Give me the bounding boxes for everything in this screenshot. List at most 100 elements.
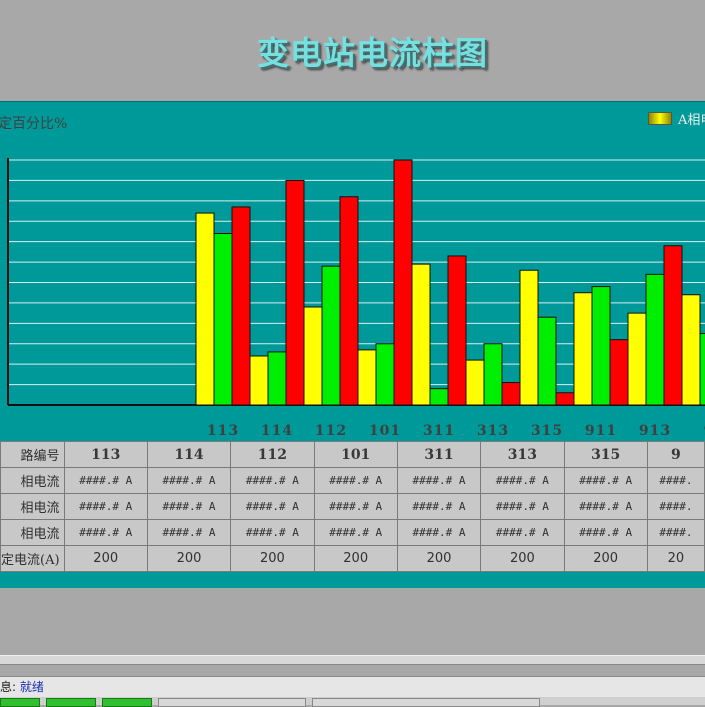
bar — [447, 255, 467, 406]
current-table: 路编号 113 114 112 101 311 313 315 9 相电流 ####.# A ####… — [0, 441, 705, 572]
column-header: 9 — [646, 441, 705, 468]
table-cell: ####. — [646, 493, 705, 520]
bar — [357, 349, 377, 406]
table-cell: ####.# A — [63, 467, 148, 494]
table-cell: ####.# A — [146, 493, 232, 520]
column-header: 311 — [396, 441, 482, 468]
table-cell: ####. — [646, 519, 705, 546]
table-cell: 200 — [313, 545, 398, 572]
table-cell: ####.# A — [63, 519, 148, 546]
bar — [519, 269, 539, 406]
page-title: 变电站电流柱图 — [256, 34, 488, 72]
bar — [573, 292, 593, 406]
table-cell: ####.# A — [480, 519, 565, 546]
bar — [591, 286, 611, 406]
legend: A相电 — [648, 109, 705, 128]
table-cell: ####.# A — [230, 467, 315, 494]
taskbar-button[interactable] — [46, 698, 96, 707]
table-cell: 20 — [646, 545, 705, 572]
column-header: 315 — [563, 441, 648, 468]
bar — [501, 382, 521, 406]
taskbar-field — [158, 698, 306, 707]
bar — [627, 312, 647, 406]
bar — [393, 159, 413, 406]
table-cell: 200 — [480, 545, 565, 572]
table-header-label: 路编号 — [0, 441, 65, 468]
x-tick-label: 913 — [638, 423, 672, 439]
table-cell: ####.# A — [480, 467, 565, 494]
bar — [699, 333, 705, 406]
scrollbar[interactable] — [0, 655, 705, 665]
bar — [411, 263, 431, 406]
bar — [555, 392, 575, 406]
table-cell: ####.# A — [63, 493, 148, 520]
bar — [249, 355, 269, 406]
taskbar — [0, 697, 705, 707]
table-cell: ####.# A — [396, 493, 482, 520]
bar — [465, 359, 485, 406]
legend-swatch — [648, 112, 672, 125]
bar-chart — [7, 158, 705, 406]
taskbar-button[interactable] — [0, 698, 40, 707]
bar — [609, 339, 629, 406]
y-axis-label: 定百分比% — [0, 116, 68, 132]
table-row: 相电流 ####.# A ####.# A ####.# A ####.# A ####.… — [0, 493, 705, 520]
row-label: 相电流 — [0, 467, 65, 494]
bar — [303, 306, 323, 406]
bar — [285, 179, 305, 406]
bar — [231, 206, 251, 406]
status-value: 就绪 — [19, 680, 44, 694]
table-cell: ####. — [646, 467, 705, 494]
bar — [483, 343, 503, 406]
table-cell: ####.# A — [146, 519, 232, 546]
table-cell: ####.# A — [230, 519, 315, 546]
table-cell: 200 — [63, 545, 148, 572]
x-axis-labels: 113 114 112 101 311 313 315 911 913 9 — [0, 423, 705, 441]
table-cell: 200 — [230, 545, 315, 572]
table-row: 相电流 ####.# A ####.# A ####.# A ####.# A ####.… — [0, 519, 705, 546]
table-cell: ####.# A — [230, 493, 315, 520]
x-tick-label: 313 — [476, 423, 510, 439]
table-row: 定电流(A) 200 200 200 200 200 200 200 20 — [0, 545, 705, 572]
legend-label: A相电 — [678, 113, 705, 128]
status-label: 息: — [0, 680, 17, 694]
x-tick-label: 315 — [530, 423, 564, 439]
bar — [195, 212, 215, 406]
table-cell: ####.# A — [563, 519, 648, 546]
column-header: 114 — [146, 441, 232, 468]
table-cell: ####.# A — [313, 467, 398, 494]
status-bar: 息: 就绪 — [0, 676, 705, 697]
bar — [429, 388, 449, 406]
x-tick-label: 113 — [206, 423, 240, 439]
bar — [339, 196, 359, 406]
table-cell: 200 — [146, 545, 232, 572]
bar — [681, 294, 701, 406]
table-row: 相电流 ####.# A ####.# A ####.# A ####.# A ####.… — [0, 467, 705, 494]
row-label: 相电流 — [0, 519, 65, 546]
column-header: 112 — [230, 441, 315, 468]
table-cell: ####.# A — [396, 519, 482, 546]
x-tick-label: 114 — [260, 423, 294, 439]
row-label: 相电流 — [0, 493, 65, 520]
bar — [537, 316, 557, 406]
column-header: 313 — [480, 441, 565, 468]
table-cell: ####.# A — [563, 467, 648, 494]
x-tick-label: 112 — [314, 423, 348, 439]
table-cell: ####.# A — [396, 467, 482, 494]
taskbar-button[interactable] — [102, 698, 152, 707]
column-header: 101 — [313, 441, 398, 468]
table-cell: 200 — [563, 545, 648, 572]
bar — [375, 343, 395, 406]
bar — [321, 265, 341, 406]
x-tick-label: 311 — [422, 423, 456, 439]
x-tick-label: 911 — [584, 423, 618, 439]
bar — [645, 273, 665, 406]
table-cell: ####.# A — [146, 467, 232, 494]
table-cell: ####.# A — [313, 493, 398, 520]
table-cell: ####.# A — [313, 519, 398, 546]
bar — [213, 233, 233, 406]
table-cell: ####.# A — [563, 493, 648, 520]
row-label: 定电流(A) — [0, 545, 65, 572]
table-header-row: 路编号 113 114 112 101 311 313 315 9 — [0, 441, 705, 468]
x-tick-label: 9 — [682, 423, 705, 439]
